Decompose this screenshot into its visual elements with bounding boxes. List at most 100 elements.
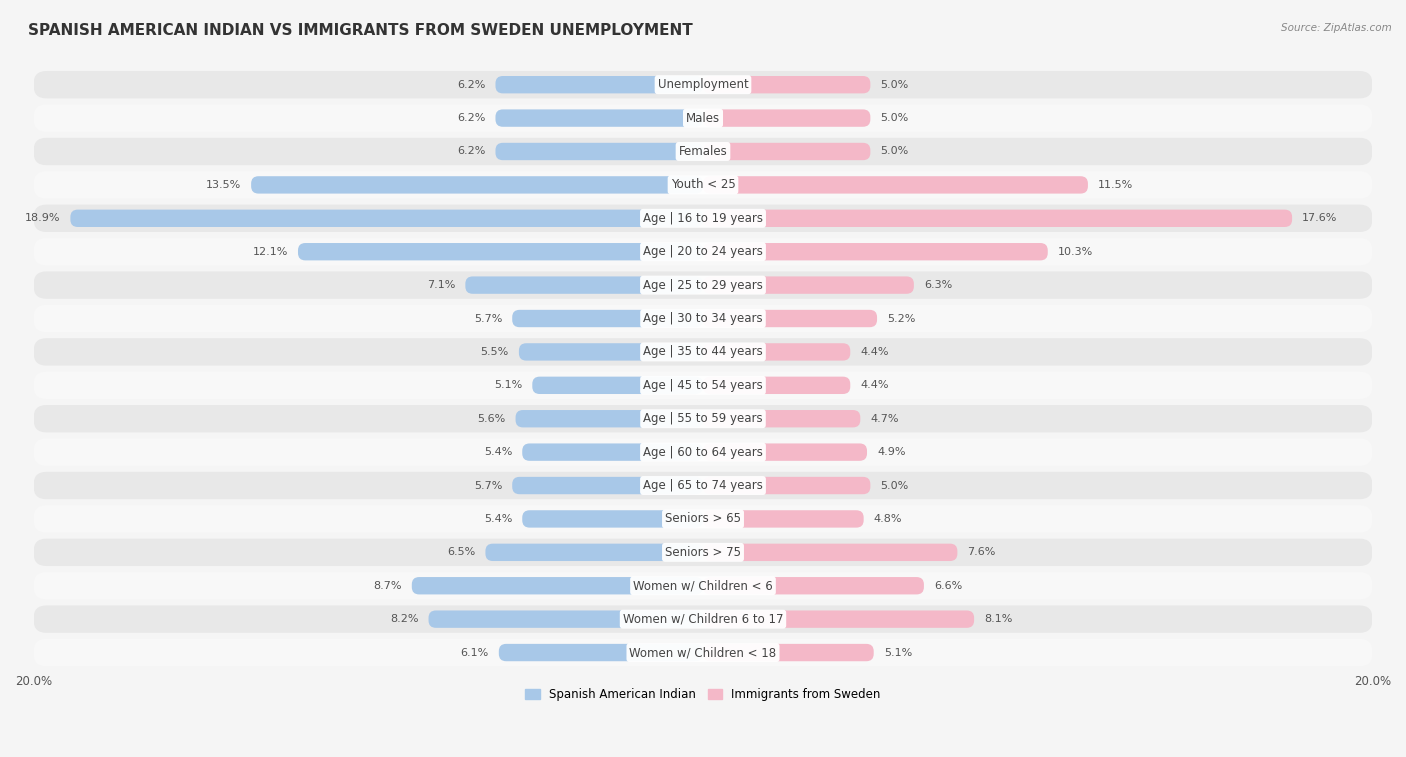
Text: 5.0%: 5.0% bbox=[880, 147, 908, 157]
FancyBboxPatch shape bbox=[703, 610, 974, 628]
FancyBboxPatch shape bbox=[34, 639, 1372, 666]
FancyBboxPatch shape bbox=[34, 138, 1372, 165]
FancyBboxPatch shape bbox=[298, 243, 703, 260]
FancyBboxPatch shape bbox=[703, 377, 851, 394]
FancyBboxPatch shape bbox=[516, 410, 703, 428]
Text: 5.1%: 5.1% bbox=[494, 380, 522, 391]
FancyBboxPatch shape bbox=[703, 544, 957, 561]
FancyBboxPatch shape bbox=[703, 577, 924, 594]
Text: 4.8%: 4.8% bbox=[873, 514, 903, 524]
FancyBboxPatch shape bbox=[412, 577, 703, 594]
FancyBboxPatch shape bbox=[519, 343, 703, 360]
Text: Seniors > 75: Seniors > 75 bbox=[665, 546, 741, 559]
FancyBboxPatch shape bbox=[703, 176, 1088, 194]
FancyBboxPatch shape bbox=[495, 143, 703, 160]
FancyBboxPatch shape bbox=[703, 110, 870, 126]
Text: Women w/ Children 6 to 17: Women w/ Children 6 to 17 bbox=[623, 612, 783, 625]
Text: 5.0%: 5.0% bbox=[880, 79, 908, 89]
FancyBboxPatch shape bbox=[70, 210, 703, 227]
Text: 4.7%: 4.7% bbox=[870, 414, 898, 424]
FancyBboxPatch shape bbox=[703, 410, 860, 428]
FancyBboxPatch shape bbox=[703, 143, 870, 160]
FancyBboxPatch shape bbox=[485, 544, 703, 561]
Text: 6.5%: 6.5% bbox=[447, 547, 475, 557]
FancyBboxPatch shape bbox=[703, 310, 877, 327]
Text: 6.2%: 6.2% bbox=[457, 147, 485, 157]
FancyBboxPatch shape bbox=[34, 204, 1372, 232]
Text: Youth < 25: Youth < 25 bbox=[671, 179, 735, 192]
Text: Age | 35 to 44 years: Age | 35 to 44 years bbox=[643, 345, 763, 358]
FancyBboxPatch shape bbox=[34, 272, 1372, 299]
FancyBboxPatch shape bbox=[34, 171, 1372, 198]
Text: 6.2%: 6.2% bbox=[457, 79, 485, 89]
Text: Age | 55 to 59 years: Age | 55 to 59 years bbox=[643, 413, 763, 425]
Text: 6.1%: 6.1% bbox=[461, 647, 489, 658]
FancyBboxPatch shape bbox=[703, 243, 1047, 260]
FancyBboxPatch shape bbox=[703, 444, 868, 461]
FancyBboxPatch shape bbox=[34, 238, 1372, 266]
Text: Age | 25 to 29 years: Age | 25 to 29 years bbox=[643, 279, 763, 291]
FancyBboxPatch shape bbox=[703, 510, 863, 528]
Text: Women w/ Children < 18: Women w/ Children < 18 bbox=[630, 646, 776, 659]
Text: Age | 45 to 54 years: Age | 45 to 54 years bbox=[643, 378, 763, 392]
Text: 4.4%: 4.4% bbox=[860, 380, 889, 391]
FancyBboxPatch shape bbox=[252, 176, 703, 194]
FancyBboxPatch shape bbox=[495, 76, 703, 93]
Text: 5.0%: 5.0% bbox=[880, 113, 908, 123]
FancyBboxPatch shape bbox=[512, 477, 703, 494]
FancyBboxPatch shape bbox=[522, 444, 703, 461]
FancyBboxPatch shape bbox=[34, 405, 1372, 432]
FancyBboxPatch shape bbox=[34, 438, 1372, 466]
Text: 5.0%: 5.0% bbox=[880, 481, 908, 491]
Text: 5.1%: 5.1% bbox=[884, 647, 912, 658]
Text: 8.2%: 8.2% bbox=[389, 614, 419, 624]
FancyBboxPatch shape bbox=[34, 572, 1372, 600]
Text: 6.6%: 6.6% bbox=[934, 581, 962, 590]
Text: 5.5%: 5.5% bbox=[481, 347, 509, 357]
Text: 18.9%: 18.9% bbox=[25, 213, 60, 223]
Text: 5.7%: 5.7% bbox=[474, 313, 502, 323]
FancyBboxPatch shape bbox=[522, 510, 703, 528]
FancyBboxPatch shape bbox=[34, 305, 1372, 332]
FancyBboxPatch shape bbox=[34, 71, 1372, 98]
FancyBboxPatch shape bbox=[703, 644, 873, 661]
Text: Age | 65 to 74 years: Age | 65 to 74 years bbox=[643, 479, 763, 492]
FancyBboxPatch shape bbox=[533, 377, 703, 394]
Text: Women w/ Children < 6: Women w/ Children < 6 bbox=[633, 579, 773, 592]
Text: 4.4%: 4.4% bbox=[860, 347, 889, 357]
Text: Unemployment: Unemployment bbox=[658, 78, 748, 91]
Text: Source: ZipAtlas.com: Source: ZipAtlas.com bbox=[1281, 23, 1392, 33]
FancyBboxPatch shape bbox=[34, 338, 1372, 366]
Text: 6.3%: 6.3% bbox=[924, 280, 952, 290]
Text: Age | 60 to 64 years: Age | 60 to 64 years bbox=[643, 446, 763, 459]
FancyBboxPatch shape bbox=[34, 472, 1372, 499]
Text: Seniors > 65: Seniors > 65 bbox=[665, 512, 741, 525]
FancyBboxPatch shape bbox=[703, 210, 1292, 227]
FancyBboxPatch shape bbox=[703, 343, 851, 360]
Text: 6.2%: 6.2% bbox=[457, 113, 485, 123]
FancyBboxPatch shape bbox=[499, 644, 703, 661]
Text: 7.6%: 7.6% bbox=[967, 547, 995, 557]
Text: 5.2%: 5.2% bbox=[887, 313, 915, 323]
Text: 17.6%: 17.6% bbox=[1302, 213, 1337, 223]
FancyBboxPatch shape bbox=[495, 110, 703, 126]
Text: Females: Females bbox=[679, 145, 727, 158]
FancyBboxPatch shape bbox=[512, 310, 703, 327]
Text: 7.1%: 7.1% bbox=[427, 280, 456, 290]
Legend: Spanish American Indian, Immigrants from Sweden: Spanish American Indian, Immigrants from… bbox=[520, 683, 886, 706]
FancyBboxPatch shape bbox=[34, 104, 1372, 132]
FancyBboxPatch shape bbox=[703, 276, 914, 294]
Text: 5.4%: 5.4% bbox=[484, 447, 512, 457]
Text: 5.6%: 5.6% bbox=[477, 414, 506, 424]
Text: 4.9%: 4.9% bbox=[877, 447, 905, 457]
Text: 12.1%: 12.1% bbox=[253, 247, 288, 257]
Text: Age | 30 to 34 years: Age | 30 to 34 years bbox=[643, 312, 763, 325]
Text: 10.3%: 10.3% bbox=[1057, 247, 1092, 257]
Text: 5.7%: 5.7% bbox=[474, 481, 502, 491]
Text: 5.4%: 5.4% bbox=[484, 514, 512, 524]
FancyBboxPatch shape bbox=[34, 606, 1372, 633]
Text: 13.5%: 13.5% bbox=[205, 180, 240, 190]
FancyBboxPatch shape bbox=[34, 372, 1372, 399]
Text: Age | 16 to 19 years: Age | 16 to 19 years bbox=[643, 212, 763, 225]
Text: Age | 20 to 24 years: Age | 20 to 24 years bbox=[643, 245, 763, 258]
